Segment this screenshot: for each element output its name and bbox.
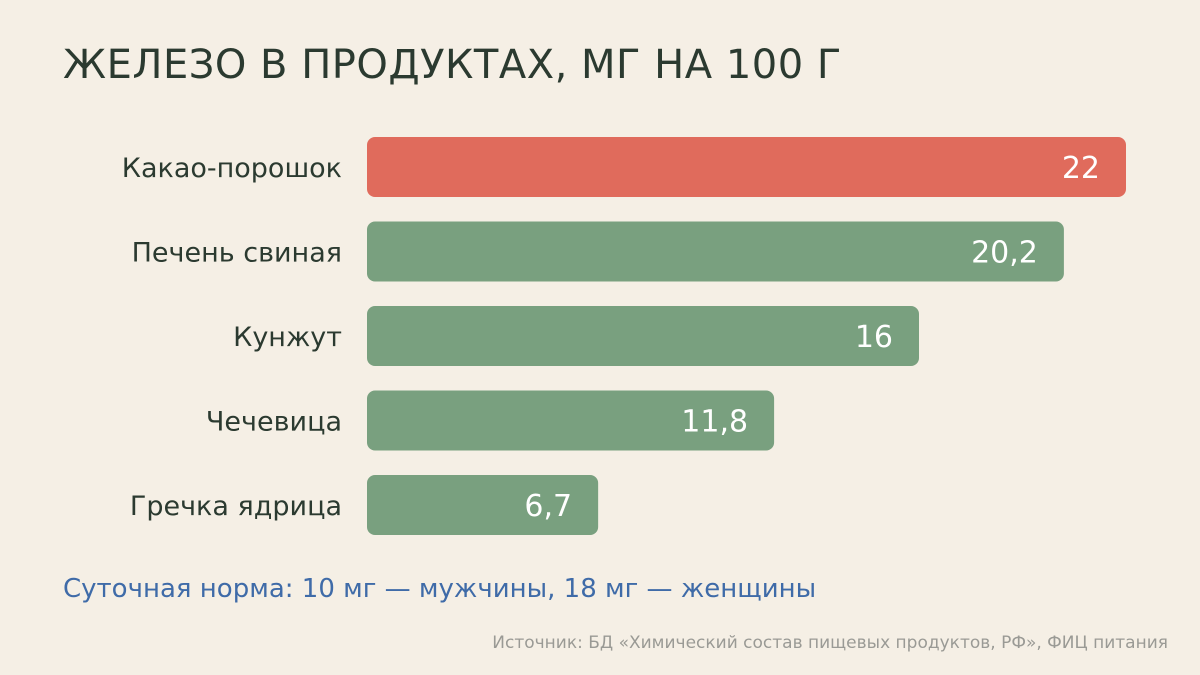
source-caption: Источник: БД «Химический состав пищевых … [492,633,1168,653]
bar [367,221,1064,282]
bar [367,137,1126,197]
category-label: Какао-порошок [122,153,342,184]
value-label: 11,8 [681,405,748,440]
chart-title: ЖЕЛЕЗО В ПРОДУКТАХ, МГ НА 100 Г [63,42,842,88]
category-label: Гречка ядрица [130,491,342,522]
bar [367,475,599,535]
category-label: Чечевица [206,407,342,438]
category-label: Печень свиная [132,238,342,269]
value-label: 20,2 [971,236,1038,271]
value-label: 22 [1062,151,1100,186]
value-label: 16 [855,320,893,355]
bar [367,306,919,366]
bar [367,390,775,451]
value-label: 6,7 [524,489,572,524]
category-label: Кунжут [233,322,342,353]
daily-norm-note: Суточная норма: 10 мг — мужчины, 18 мг —… [63,574,817,604]
